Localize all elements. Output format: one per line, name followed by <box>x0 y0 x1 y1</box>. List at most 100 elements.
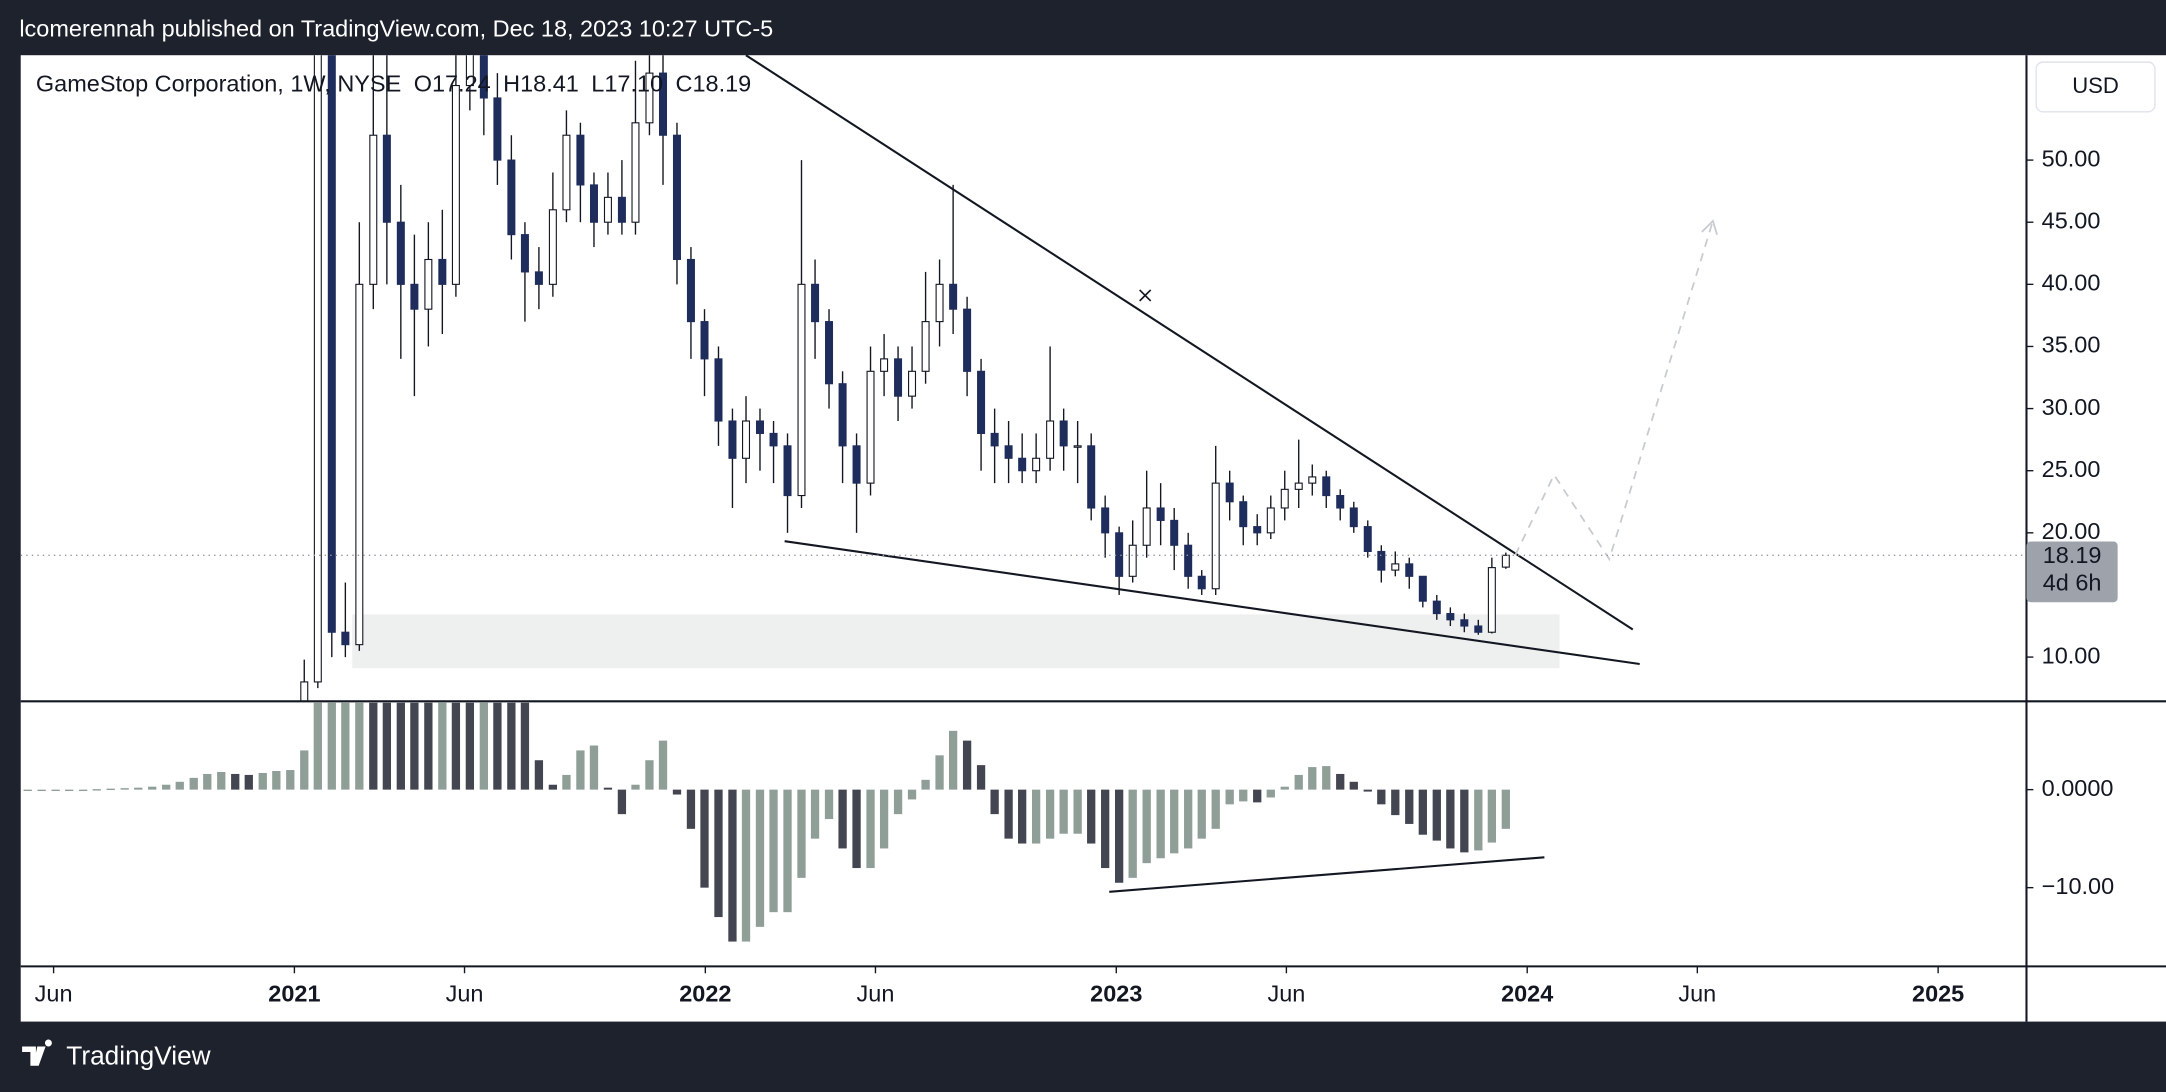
candle-body <box>341 631 350 646</box>
histogram-bar <box>244 774 253 790</box>
candle-body <box>1391 563 1400 571</box>
histogram-bar <box>1059 789 1068 834</box>
histogram-bar <box>313 702 322 790</box>
candle-body <box>1073 445 1082 448</box>
histogram-bar <box>382 702 392 790</box>
indicator-pane <box>23 702 1510 942</box>
candle-body <box>977 370 986 434</box>
ohlc-value: H18.41 <box>503 71 579 97</box>
histogram-bar <box>866 789 875 869</box>
candle-body <box>396 221 405 285</box>
candle-body <box>908 370 917 397</box>
histogram-bar <box>907 789 917 800</box>
histogram-bar <box>1197 789 1206 839</box>
histogram-bar <box>79 789 88 792</box>
histogram-bar <box>203 773 212 790</box>
histogram-bar <box>645 760 654 790</box>
ohlc-value: L17.10 <box>591 71 663 97</box>
x-tick-label: Jun <box>35 981 73 1007</box>
histogram-bar <box>1004 789 1013 839</box>
legend: GameStop Corporation, 1W, NYSE O17.24 H18.… <box>36 71 751 97</box>
histogram-bar <box>465 702 475 790</box>
histogram-bar <box>327 702 336 790</box>
y-tick-label: 45.00 <box>2042 207 2101 233</box>
histogram-bar <box>617 789 627 815</box>
candle-body <box>1308 476 1317 484</box>
histogram-bar <box>1280 786 1289 790</box>
candle-body <box>451 84 460 285</box>
histogram-bar <box>1087 789 1096 844</box>
candle-body <box>1101 507 1110 534</box>
histogram-bar <box>1101 789 1110 869</box>
candle-body <box>1336 495 1345 509</box>
candle-body <box>714 358 723 422</box>
histogram-bar <box>755 789 765 927</box>
histogram-bar <box>23 789 32 792</box>
y-tick-label: 30.00 <box>2042 394 2101 420</box>
candle-body <box>1004 445 1013 459</box>
candle-body <box>1156 507 1165 521</box>
x-tick-label: 2024 <box>1501 981 1553 1007</box>
histogram-bar <box>783 789 792 913</box>
candle-body <box>300 681 309 702</box>
candle-body <box>949 283 958 310</box>
histogram-bar <box>728 789 737 942</box>
candle-body <box>990 432 999 447</box>
ohlc-value: O17.24 <box>414 71 491 97</box>
candle-body <box>479 55 488 99</box>
histogram-bar <box>1266 789 1275 798</box>
histogram-bar <box>37 789 46 792</box>
currency[interactable]: USD <box>2072 73 2119 98</box>
candle-body <box>852 445 861 484</box>
histogram-bar <box>1432 789 1441 841</box>
candle-body <box>1487 567 1496 633</box>
histogram-bar <box>258 772 267 790</box>
y-tick-label: −10.00 <box>2042 873 2114 899</box>
currency-button[interactable] <box>2035 61 2156 113</box>
candle-body <box>410 283 419 310</box>
candle-body <box>534 271 543 285</box>
last-price: 18.19 <box>2043 542 2102 568</box>
histogram-bar <box>893 789 903 815</box>
histogram-bar <box>1418 789 1427 835</box>
histogram-bar <box>1253 789 1262 803</box>
histogram-bar <box>1322 766 1331 790</box>
histogram-bar <box>562 774 571 790</box>
histogram-bar <box>217 771 226 790</box>
candle-body <box>313 55 322 683</box>
candle-body <box>1322 476 1331 497</box>
histogram-bar <box>106 788 115 791</box>
histogram-bar <box>976 765 986 790</box>
axes: 10.0015.0020.0025.0030.0035.0040.0045.00… <box>35 145 2114 1006</box>
price-badge <box>2026 541 2118 603</box>
histogram-bar <box>1391 789 1400 816</box>
countdown: 4d 6h <box>2043 570 2102 596</box>
candle-body <box>1115 532 1124 577</box>
histogram-bar <box>1501 789 1510 829</box>
candle-body <box>327 55 336 633</box>
histogram-bar <box>451 702 461 790</box>
histogram-bar <box>589 745 599 790</box>
histogram-bar <box>1349 781 1358 790</box>
histogram-bar <box>286 770 295 790</box>
candle-body <box>548 209 557 285</box>
histogram-bar <box>797 789 806 878</box>
candle-body <box>1294 482 1303 490</box>
histogram-bar <box>714 789 723 918</box>
candle-body <box>438 258 447 285</box>
histogram-bar <box>1170 789 1179 854</box>
histogram-bar <box>1018 789 1027 844</box>
candle-body <box>811 283 820 323</box>
histogram-bar <box>162 784 171 790</box>
candle-body <box>1059 420 1068 447</box>
histogram-bar <box>148 786 157 790</box>
candle-body <box>742 420 751 459</box>
histogram-bar <box>879 789 889 849</box>
histogram-bar <box>507 702 516 790</box>
histogram-bar <box>1405 789 1414 824</box>
candle-body <box>1087 445 1096 509</box>
histogram-bar <box>631 784 640 790</box>
candle-body <box>1266 507 1275 534</box>
histogram-bar <box>686 789 696 829</box>
y-tick-label: 10.00 <box>2042 642 2101 668</box>
